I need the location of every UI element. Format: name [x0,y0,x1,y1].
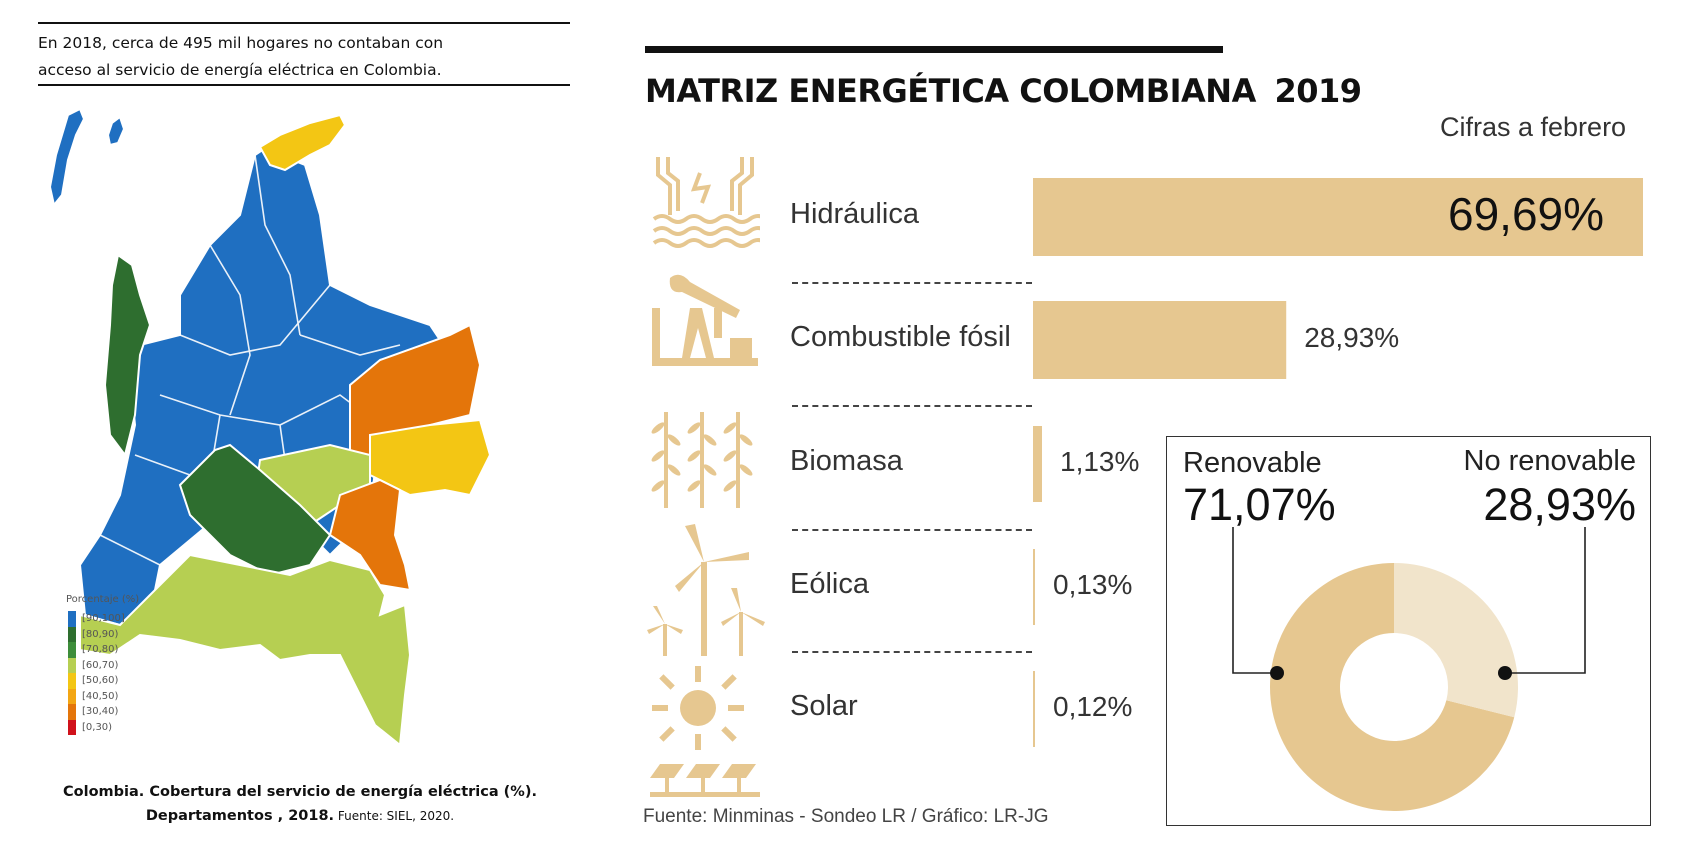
renewable-donut-box: Renovable No renovable 71,07% 28,93% [1166,436,1651,826]
bar-value-label: 69,69% [1448,188,1605,240]
row-separator [792,405,1032,407]
map-region-amazonas [79,553,412,747]
legend-label: [50,60) [82,675,119,687]
title-rule [645,46,1223,53]
colombia-coverage-map [48,107,492,747]
legend-swatch [68,657,76,673]
bar-value-label: 0,12% [1053,691,1133,722]
legend-swatch [68,704,76,720]
oil-pump-icon [652,274,758,366]
chart-subtitle: Cifras a febrero [1440,112,1627,142]
row-separator [792,528,1032,531]
top-rule [38,22,570,24]
map-legend: Porcentaje (%) [90,100] [80,90) [70,80) [60… [66,594,140,735]
legend-row: [30,40) [68,704,139,720]
leader-renewable [1232,527,1277,674]
legend-label: [0,30) [82,721,113,733]
legend-label: [30,40) [82,706,119,718]
bar-1 [1033,301,1287,379]
legend-row: [60,70) [68,657,139,673]
bar-value-label: 0,13% [1053,569,1133,600]
chart-source: Fuente: Minminas - Sondeo LR / Gráfico: … [643,806,1049,827]
map-region-caqueta [178,443,332,577]
legend-row: [50,60) [68,673,139,689]
category-label: Combustible fósil [790,321,1011,353]
map-island-providencia [106,115,126,147]
coverage-map-panel: En 2018, cerca de 495 mil hogares no con… [0,0,590,841]
map-region-guajira [258,113,347,172]
donut-value-nonrenewable: 28,93% [1483,479,1636,530]
map-island-san-andres [48,107,86,208]
leader-renewable-dot [1270,666,1284,680]
chart-title-text: MATRIZ ENERGÉTICA COLOMBIANA [645,72,1256,110]
legend-row: [90,100] [68,611,139,627]
intro-line-2: acceso al servicio de energía eléctrica … [38,61,442,79]
legend-label: [90,100] [82,613,125,625]
caption-year: , 2018. [272,808,335,824]
caption-line-1: Colombia. Cobertura del servicio de ener… [63,784,537,800]
donut-label-renewable: Renovable [1183,447,1322,479]
legend-label: [70,80) [82,644,119,656]
category-label: Solar [790,690,858,722]
legend-swatch [68,626,76,642]
caption-departamentos: Departamentos [145,808,273,824]
caption-source: Fuente: SIEL, 2020. [334,809,455,823]
chart-title: MATRIZ ENERGÉTICA COLOMBIANA 2019 [645,72,1362,110]
legend-label: [40,50) [82,690,119,702]
bar-4 [1033,671,1035,747]
leader-nonrenewable [1505,527,1586,674]
legend-rows: [90,100] [80,90) [70,80) [60,70) [50,60) [40,… [68,611,139,735]
legend-row: [0,30) [68,719,139,735]
legend-row: [40,50) [68,688,139,704]
biomass-crops-icon [651,412,753,508]
legend-label: [80,90) [82,628,119,640]
solar-sun-icon [650,666,760,797]
donut-value-renewable: 71,07% [1183,479,1336,530]
bar-3 [1033,549,1035,625]
bar-value-label: 1,13% [1060,446,1140,477]
intro-line-1: En 2018, cerca de 495 mil hogares no con… [38,34,444,52]
map-caption: Colombia. Cobertura del servicio de ener… [40,780,560,828]
intro-text: En 2018, cerca de 495 mil hogares no con… [38,30,558,84]
legend-label: [60,70) [82,659,119,671]
bar-value-label: 28,93% [1304,322,1400,353]
legend-row: [70,80) [68,642,139,658]
map-region-vichada [349,323,482,467]
bar-2 [1033,426,1042,502]
category-label: Eólica [790,568,869,600]
legend-swatch [68,688,76,704]
donut-chart [1232,527,1586,811]
map-region-choco [103,253,152,458]
chart-title-year: 2019 [1274,72,1362,110]
donut-slice-renewable [1270,563,1515,811]
category-label: Hidráulica [790,198,919,230]
intro-rule [38,84,570,86]
legend-swatch [68,611,76,627]
category-label: Biomasa [790,445,903,477]
row-separator [792,651,1032,653]
row-separator [792,281,1032,284]
donut-label-nonrenewable: No renovable [1463,445,1637,477]
legend-row: [80,90) [68,626,139,642]
legend-swatch [68,673,76,689]
leader-nonrenewable-dot [1498,666,1512,680]
donut-slice-nonrenewable [1394,563,1518,718]
legend-swatch [68,719,76,735]
wind-turbine-icon [647,524,765,656]
map-region-vaupes [328,478,412,592]
legend-swatch [68,642,76,658]
caption-line-2: Departamentos , 2018. Fuente: SIEL, 2020… [40,804,560,828]
legend-title: Porcentaje (%) [66,594,140,605]
hydro-dam-icon [652,157,760,248]
